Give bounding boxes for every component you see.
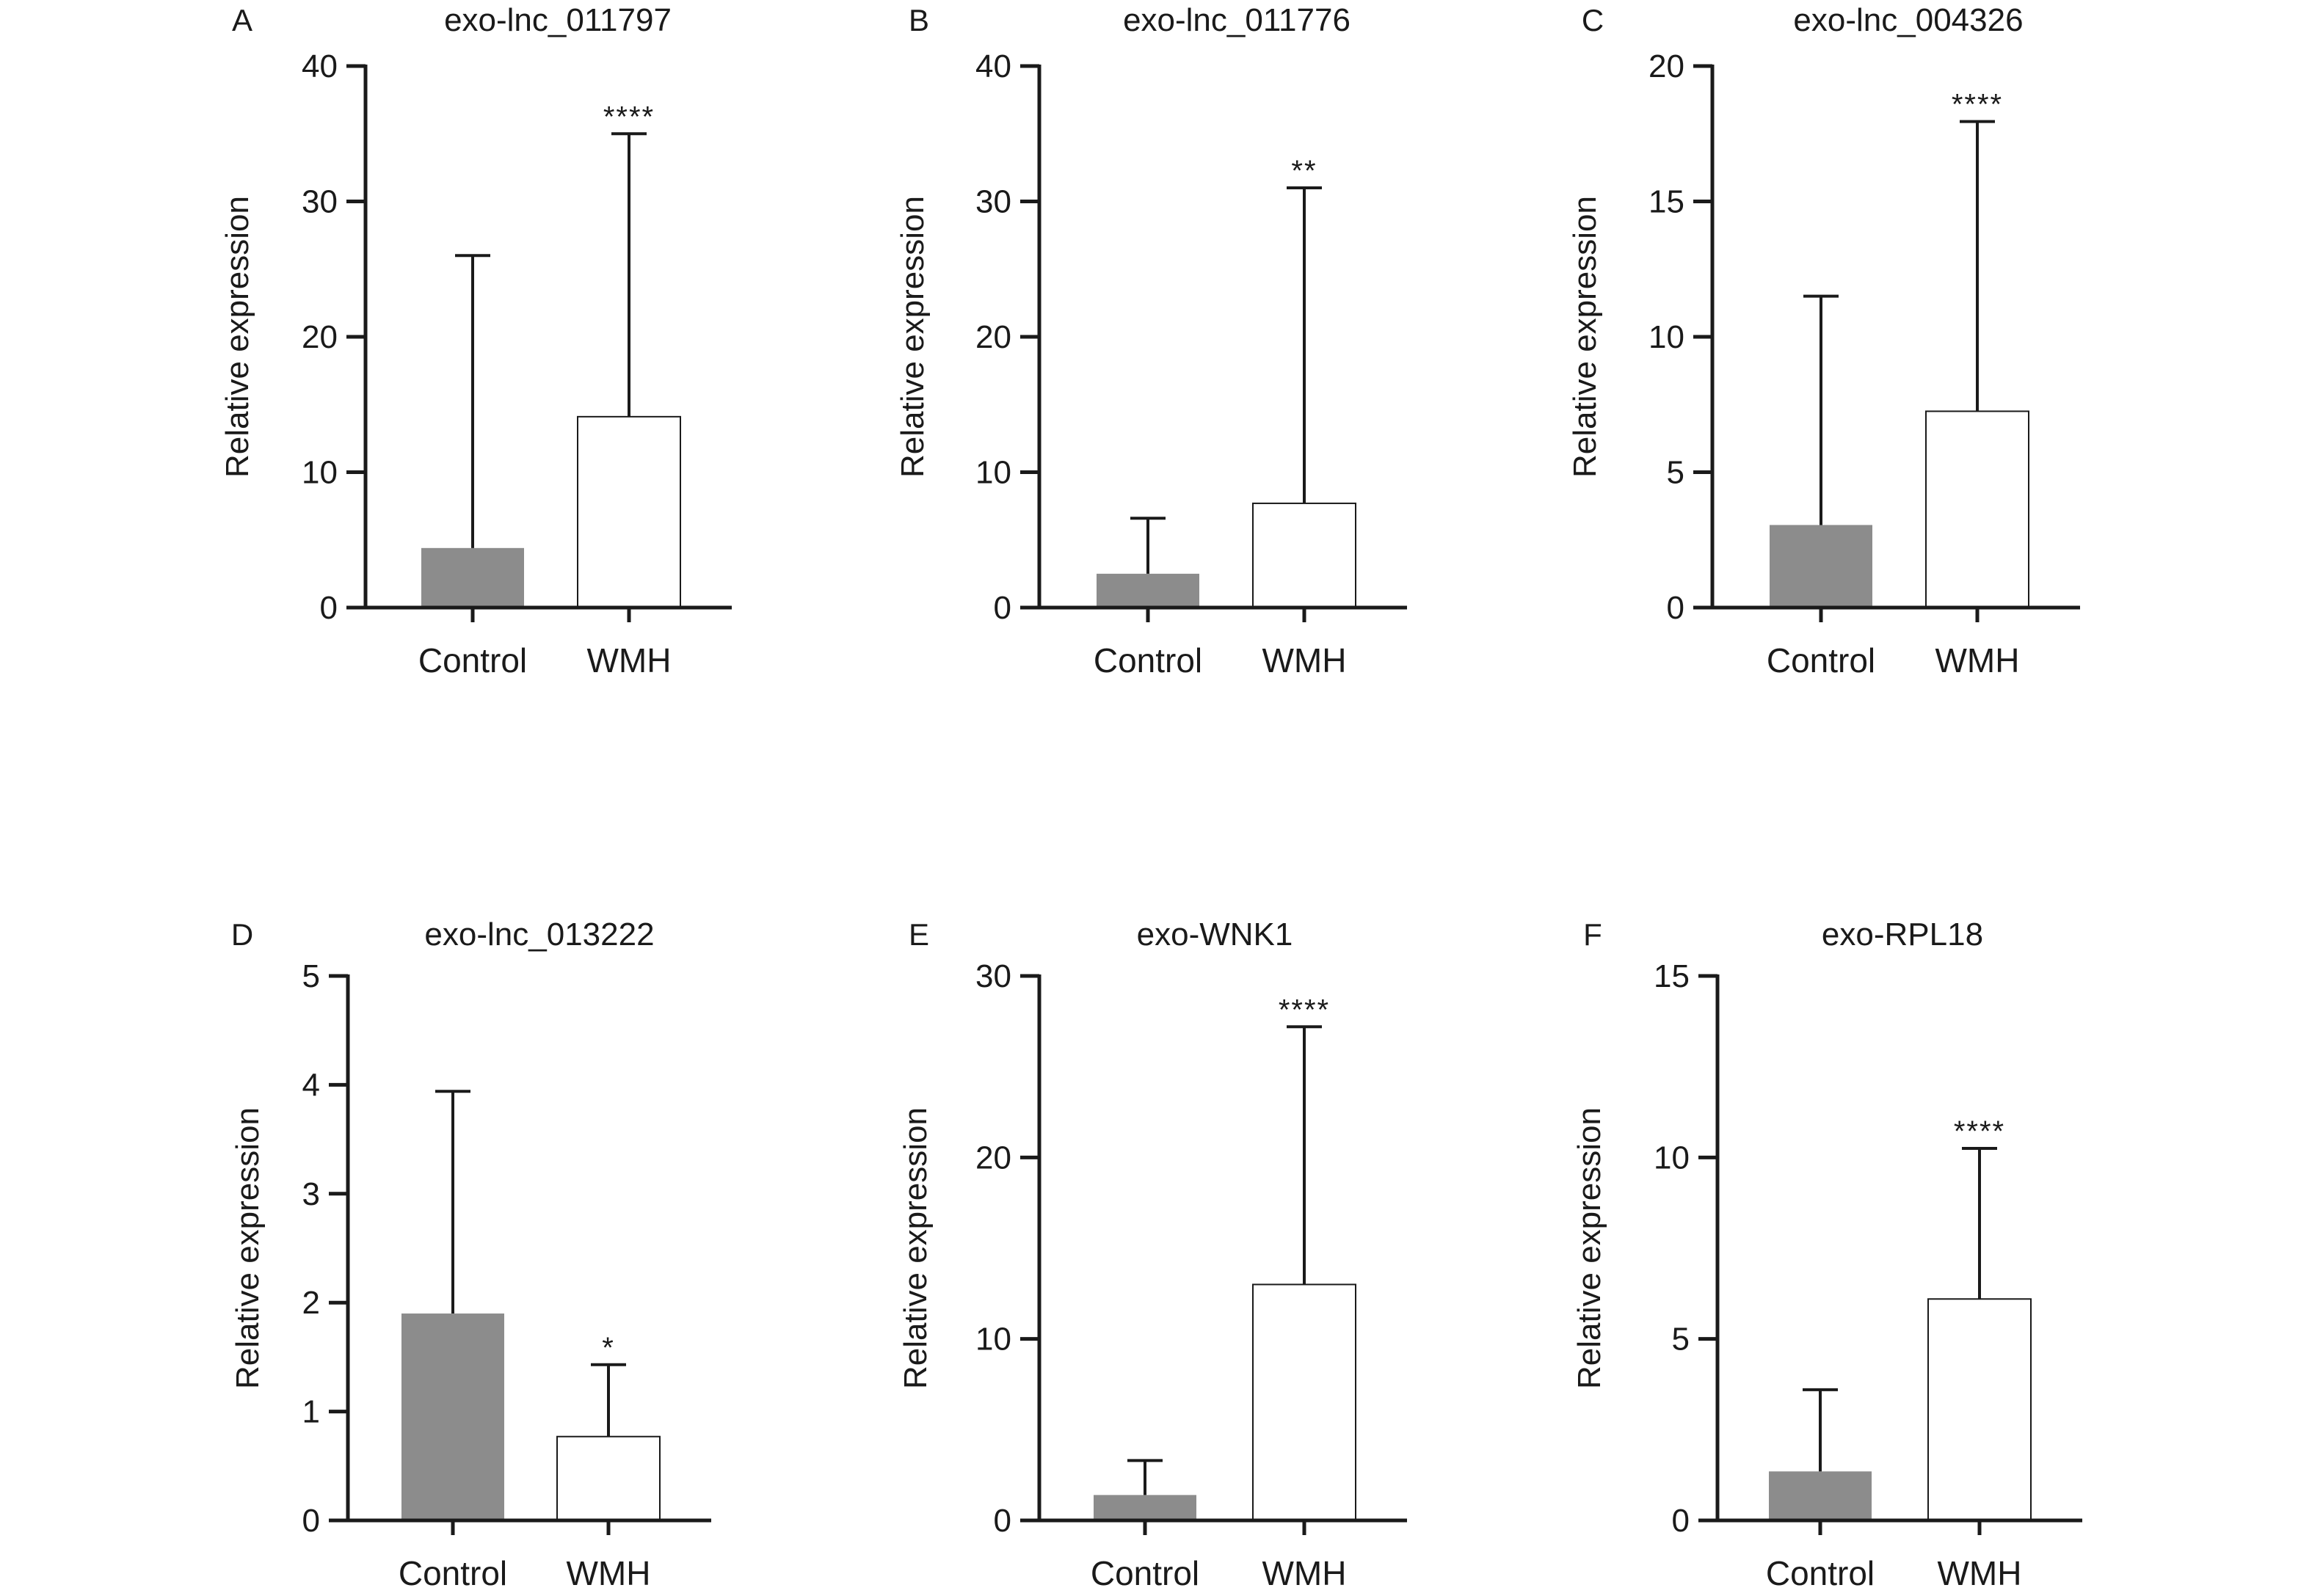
x-tick-label: Control <box>1091 1554 1199 1592</box>
y-tick-label: 0 <box>994 590 1011 626</box>
y-tick-label: 20 <box>1648 48 1684 84</box>
y-tick-label: 5 <box>1672 1322 1690 1358</box>
x-tick-label: Control <box>418 641 527 679</box>
y-tick-label: 30 <box>302 184 338 220</box>
panel-letter: D <box>231 917 253 952</box>
y-tick-label: 40 <box>975 48 1011 84</box>
x-tick-label: WMH <box>1262 641 1347 679</box>
bar-control <box>1770 525 1872 608</box>
y-tick-label: 20 <box>975 319 1011 355</box>
x-tick-label: WMH <box>567 1554 651 1592</box>
x-tick-label: Control <box>1766 1554 1875 1592</box>
y-tick-label: 3 <box>302 1176 320 1212</box>
y-tick-label: 10 <box>1648 319 1684 355</box>
y-tick-label: 10 <box>975 1322 1011 1358</box>
x-tick-label: WMH <box>1938 1554 2022 1592</box>
panel-letter: A <box>232 3 252 37</box>
bar-wmh <box>1925 410 2029 608</box>
y-tick-label: 0 <box>1667 590 1684 626</box>
significance-marker: **** <box>1954 1115 2005 1148</box>
x-tick-label: Control <box>399 1554 507 1592</box>
bar-control <box>421 547 524 608</box>
chart-title: exo-lnc_004326 <box>1793 2 2023 38</box>
y-tick-label: 40 <box>302 48 338 84</box>
panel-letter: E <box>909 917 929 952</box>
y-axis-label: Relative expression <box>219 196 255 478</box>
x-tick-label: WMH <box>1262 1554 1347 1592</box>
y-tick-label: 30 <box>975 184 1011 220</box>
y-tick-label: 10 <box>975 455 1011 491</box>
y-tick-label: 0 <box>302 1503 320 1539</box>
x-tick-label: Control <box>1094 641 1202 679</box>
panel-letter: C <box>1582 3 1604 37</box>
y-axis-label: Relative expression <box>895 196 931 478</box>
panel-letter: B <box>909 3 929 37</box>
significance-marker: **** <box>1952 89 2003 121</box>
y-tick-label: 10 <box>302 455 338 491</box>
chart-title: exo-RPL18 <box>1822 917 1983 952</box>
y-axis-label: Relative expression <box>1571 1107 1607 1389</box>
bar-control <box>1769 1471 1872 1520</box>
bar-control <box>401 1313 504 1520</box>
bar-wmh <box>1252 1283 1356 1521</box>
y-tick-label: 0 <box>1672 1503 1690 1539</box>
x-tick-label: WMH <box>587 641 672 679</box>
y-tick-label: 4 <box>302 1067 320 1103</box>
y-tick-label: 1 <box>302 1394 320 1430</box>
y-tick-label: 15 <box>1648 184 1684 220</box>
y-axis-label: Relative expression <box>898 1107 934 1389</box>
bar-wmh <box>1252 502 1356 608</box>
chart-title: exo-lnc_011797 <box>444 2 672 38</box>
y-tick-label: 0 <box>320 590 338 626</box>
chart-title: exo-lnc_013222 <box>424 917 654 952</box>
y-tick-label: 2 <box>302 1285 320 1321</box>
y-tick-label: 5 <box>302 958 320 994</box>
significance-marker: **** <box>1279 994 1330 1026</box>
bar-wmh <box>577 415 681 608</box>
y-tick-label: 5 <box>1667 455 1684 491</box>
bar-control <box>1097 573 1199 608</box>
chart-title: exo-WNK1 <box>1137 917 1293 952</box>
x-tick-label: WMH <box>1935 641 2020 679</box>
significance-marker: ** <box>1291 155 1317 187</box>
y-axis-label: Relative expression <box>1567 196 1603 478</box>
y-tick-label: 20 <box>975 1140 1011 1176</box>
bar-wmh <box>556 1435 661 1522</box>
y-tick-label: 30 <box>975 958 1011 994</box>
y-tick-label: 15 <box>1654 958 1690 994</box>
significance-marker: * <box>602 1332 615 1364</box>
bar-control <box>1094 1495 1196 1520</box>
panel-letter: F <box>1583 917 1602 952</box>
y-tick-label: 0 <box>994 1503 1011 1539</box>
chart-title: exo-lnc_011776 <box>1123 2 1351 38</box>
x-tick-label: Control <box>1767 641 1875 679</box>
bar-wmh <box>1927 1298 2032 1521</box>
significance-marker: **** <box>603 101 655 133</box>
y-tick-label: 10 <box>1654 1140 1690 1176</box>
y-axis-label: Relative expression <box>230 1107 266 1389</box>
y-tick-label: 20 <box>302 319 338 355</box>
